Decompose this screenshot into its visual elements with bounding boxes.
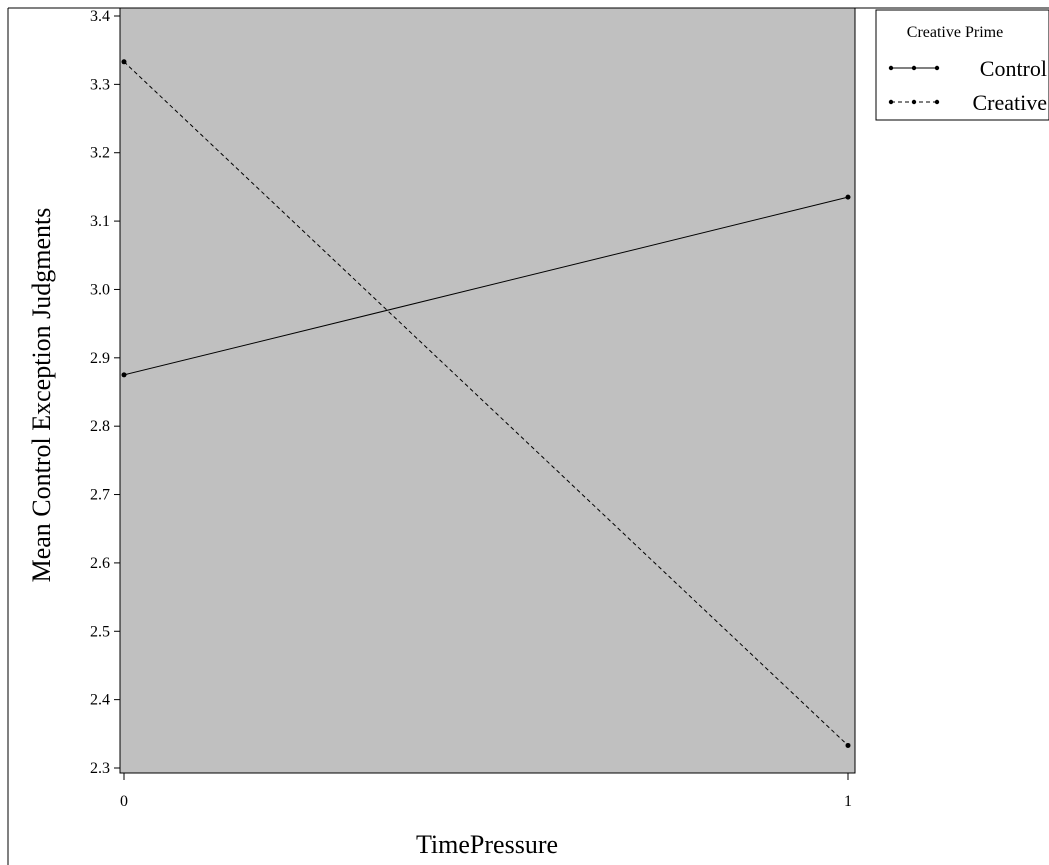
data-point-creative xyxy=(121,59,127,65)
y-tick-label: 2.9 xyxy=(90,350,110,367)
y-tick-label: 2.7 xyxy=(90,487,110,504)
y-tick-label: 2.5 xyxy=(90,623,110,640)
y-tick-label: 3.3 xyxy=(90,76,110,93)
series-layer xyxy=(121,59,851,748)
y-tick-label: 3.2 xyxy=(90,145,110,162)
y-tick-label: 2.3 xyxy=(90,760,110,777)
legend-marker xyxy=(911,99,917,105)
x-tick-label: 0 xyxy=(120,793,128,810)
x-axis-title: TimePressure xyxy=(416,830,558,859)
series-line-control xyxy=(123,196,849,376)
data-point-control xyxy=(845,194,851,200)
data-point-control xyxy=(121,372,127,378)
y-tick-label: 2.4 xyxy=(90,692,110,709)
legend: Creative Prime Control Creative xyxy=(875,9,1049,121)
data-point-creative xyxy=(845,742,851,748)
y-tick-label: 2.6 xyxy=(90,555,110,572)
legend-label-control: Control xyxy=(980,56,1047,81)
series-line-creative xyxy=(123,61,849,746)
y-tick-label: 3.4 xyxy=(90,8,110,25)
legend-marker xyxy=(888,99,894,105)
legend-marker xyxy=(934,65,940,71)
y-tick-label: 3.0 xyxy=(90,281,110,298)
x-tick-label: 1 xyxy=(844,793,852,810)
y-axis: 2.3 2.4 2.5 2.6 2.7 2.8 2.9 3.0 3.1 3.2 3.3 3.4 xyxy=(90,8,120,777)
legend-box xyxy=(875,9,1049,121)
legend-title: Creative Prime xyxy=(907,24,1003,41)
y-axis-title: Mean Control Exception Judgments xyxy=(27,208,56,583)
legend-marker xyxy=(934,99,940,105)
legend-label-creative: Creative xyxy=(972,90,1047,115)
legend-marker xyxy=(888,65,894,71)
legend-items: Control Creative xyxy=(888,56,1047,115)
y-tick-label: 3.1 xyxy=(90,213,110,230)
y-tick-label: 2.8 xyxy=(90,418,110,435)
plot-area xyxy=(119,7,856,774)
legend-marker xyxy=(911,65,917,71)
